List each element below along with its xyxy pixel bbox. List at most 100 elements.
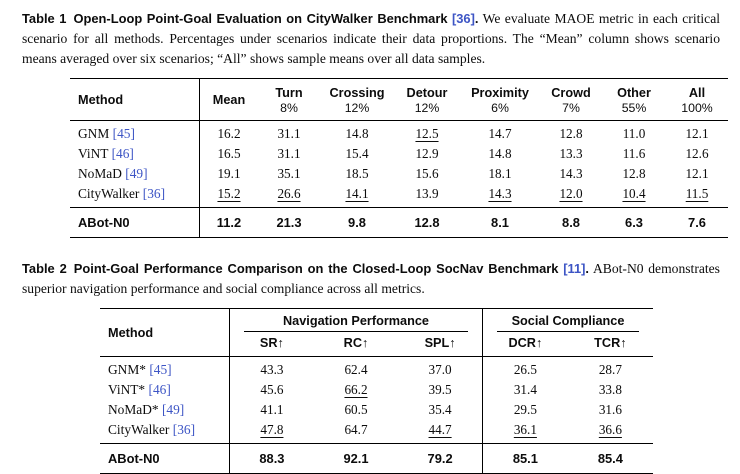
citation-link[interactable]: [49] (125, 165, 148, 181)
column-header-label: Turn (275, 85, 303, 100)
value-cell: 13.3 (559, 145, 583, 161)
value-cell: 16.5 (217, 145, 241, 161)
value-cell: 6.3 (602, 206, 666, 238)
table1-caption-citation-link[interactable]: [36] (451, 11, 475, 26)
value-cell: 45.6 (260, 381, 284, 397)
citation-link[interactable]: [45] (112, 125, 135, 141)
citation-link[interactable]: [36] (142, 185, 166, 201)
table-row: ViNT [46] 16.5 31.1 15.4 12.9 14.8 13.3 11.6 12.… (70, 143, 728, 164)
citation-link[interactable]: [49] (161, 401, 185, 417)
value-cell: 12.1 (685, 165, 709, 181)
value-cell: 14.8 (488, 145, 512, 161)
column-header-label: Other (617, 85, 651, 100)
value-cell: 21.3 (258, 206, 320, 238)
group-header: Navigation Performance (229, 308, 483, 332)
value-cell: 7.6 (666, 206, 728, 238)
column-header-label: Detour (406, 85, 448, 100)
method-name-cell: ViNT* [46] (100, 379, 230, 400)
value-cell: 47.8 (260, 421, 284, 437)
column-header: DCR↑ (482, 331, 568, 357)
method-name-cell: NoMaD [49] (70, 163, 200, 184)
table2-caption-text: ABot-N0 demonstrates superior navigation… (22, 260, 720, 296)
citation-link[interactable]: [46] (148, 381, 171, 397)
method-name: CityWalker (78, 185, 140, 201)
highlight-row: ABot-N0 88.3 92.1 79.2 85.1 85.4 (100, 442, 653, 474)
column-proportion: 6% (491, 100, 509, 115)
value-cell: 92.1 (313, 442, 399, 474)
method-name-cell: CityWalker [36] (100, 419, 230, 444)
column-proportion: 100% (681, 100, 713, 115)
table-row: NoMaD [49] 19.1 35.1 18.5 15.6 18.1 14.3 12.8 12… (70, 163, 728, 184)
column-header-label: Proximity (471, 85, 529, 100)
column-header-label: Crowd (551, 85, 591, 100)
method-name-cell: ViNT [46] (70, 143, 200, 164)
value-cell: 12.5 (415, 125, 439, 141)
group-header-label: Navigation Performance (244, 314, 468, 332)
column-header: Mean (199, 78, 258, 121)
method-name: GNM* (108, 361, 146, 377)
value-cell: 11.0 (622, 125, 646, 141)
column-header-method: Method (70, 78, 200, 121)
value-cell: 31.1 (277, 125, 301, 141)
table2-caption-period: . (585, 260, 589, 276)
column-header: RC↑ (313, 331, 399, 357)
value-cell: 14.3 (488, 185, 512, 201)
column-header-label: Mean (212, 93, 246, 108)
column-header: Crowd 7% (540, 78, 602, 121)
value-cell: 28.7 (598, 361, 622, 377)
value-cell: 11.2 (199, 206, 258, 238)
group-header-label: Social Compliance (497, 314, 639, 332)
table1-caption-label: Table 1 (22, 11, 67, 26)
value-cell: 8.8 (540, 206, 602, 238)
value-cell: 37.0 (398, 356, 484, 380)
value-cell: 66.2 (344, 381, 368, 397)
value-cell: 35.4 (398, 399, 484, 420)
table1-caption-title: Open-Loop Point-Goal Evaluation on CityW… (73, 11, 448, 26)
value-cell: 36.1 (513, 421, 537, 437)
column-proportion: 55% (621, 100, 647, 115)
value-cell: 36.6 (598, 421, 622, 437)
table1-caption: Table 1 Open-Loop Point-Goal Evaluation o… (22, 9, 720, 69)
value-cell: 62.4 (344, 361, 368, 377)
table1-openloop-evaluation: Method Mean Turn 8% Crossing 12% Detour 12% Prox… (70, 77, 728, 238)
column-header-label: Crossing (329, 85, 385, 100)
value-cell: 14.3 (559, 165, 583, 181)
method-name: CityWalker (108, 421, 170, 437)
value-cell: 15.2 (217, 185, 241, 201)
value-cell: 12.8 (622, 165, 646, 181)
value-cell: 11.5 (685, 185, 709, 201)
table-row: CityWalker [36] 47.8 64.7 44.7 36.1 36.6 (100, 419, 653, 444)
table2-caption: Table 2 Point-Goal Performance Comparison… (22, 259, 720, 299)
value-cell: 11.6 (622, 145, 646, 161)
value-cell: 15.4 (345, 145, 369, 161)
value-cell: 14.8 (345, 125, 369, 141)
column-header: Other 55% (602, 78, 666, 121)
column-header-label: All (688, 85, 706, 100)
citation-link[interactable]: [36] (172, 421, 196, 437)
value-cell: 14.7 (488, 125, 512, 141)
column-header: Crossing 12% (320, 78, 394, 121)
method-name: ViNT* (108, 381, 146, 397)
citation-link[interactable]: [46] (111, 145, 134, 161)
method-name: GNM (78, 125, 110, 141)
citation-link[interactable]: [45] (149, 361, 172, 377)
column-proportion: 12% (414, 100, 440, 115)
value-cell: 44.7 (398, 419, 484, 444)
value-cell: 60.5 (344, 401, 368, 417)
table2-caption-title: Point-Goal Performance Comparison on the… (73, 260, 559, 276)
column-header-method: Method (100, 308, 230, 357)
value-cell: 14.1 (345, 185, 369, 201)
method-name-cell: GNM [45] (70, 120, 200, 144)
value-cell: 9.8 (320, 206, 394, 238)
column-header: TCR↑ (567, 331, 653, 357)
group-header: Social Compliance (483, 308, 654, 332)
table2-caption-citation-link[interactable]: [11] (563, 260, 586, 276)
method-name: NoMaD (78, 165, 122, 181)
method-name: ViNT (78, 145, 109, 161)
value-cell: 8.1 (460, 206, 540, 238)
table2-closedloop-comparison: Method Navigation Performance Social Compl… (100, 307, 654, 474)
value-cell: 18.5 (345, 165, 369, 181)
value-cell: 31.4 (513, 381, 537, 397)
value-cell: 39.5 (398, 379, 484, 400)
